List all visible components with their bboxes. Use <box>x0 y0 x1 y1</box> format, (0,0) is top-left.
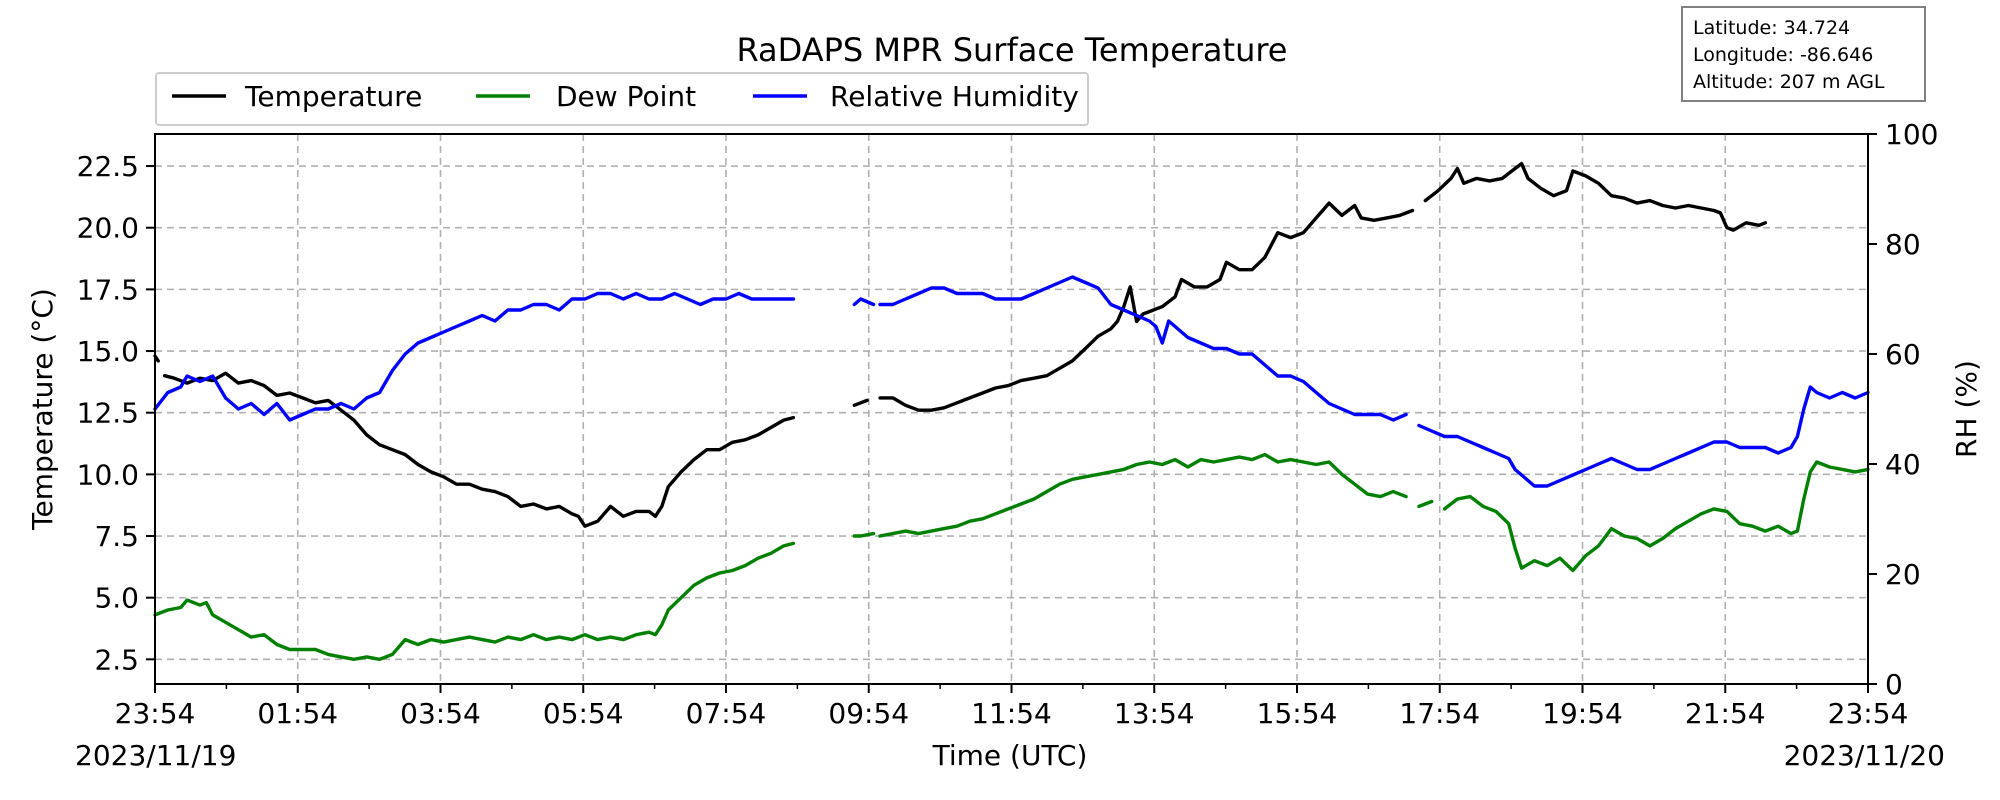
series-line-temperature <box>1423 161 1767 232</box>
y2-tick-label: 40 <box>1885 448 1921 481</box>
legend-label-dew-point: Dew Point <box>556 80 696 113</box>
legend-label-temperature: Temperature <box>244 80 422 113</box>
y2-tick-label: 0 <box>1885 668 1903 701</box>
series-line-relative-humidity <box>878 275 1408 422</box>
x-tick-label: 17:54 <box>1399 697 1480 730</box>
y-tick-label: 17.5 <box>77 273 139 306</box>
series-line-temperature <box>878 201 1415 412</box>
y2-tick-label: 80 <box>1885 228 1921 261</box>
x-tick-label: 21:54 <box>1685 697 1766 730</box>
x-tick-label: 15:54 <box>1257 697 1338 730</box>
latitude-text: Latitude: 34.724 <box>1693 17 1851 39</box>
chart-title: RaDAPS MPR Surface Temperature <box>737 31 1288 69</box>
x-tick-label: 03:54 <box>400 697 481 730</box>
x-tick-label: 05:54 <box>543 697 624 730</box>
y-tick-label: 15.0 <box>77 335 139 368</box>
y2-axis-label: RH (%) <box>1950 360 1983 458</box>
x-tick-label: 23:54 <box>115 697 196 730</box>
series-line-dew-point <box>1417 499 1434 509</box>
axes: 23:54 01:54 03:54 05:54 07:54 09:54 11:54 13:54… <box>77 118 1939 730</box>
x-tick-label: 23:54 <box>1828 697 1909 730</box>
date-end-label: 2023/11/20 <box>1784 739 1945 772</box>
x-tick-label: 11:54 <box>971 697 1052 730</box>
x-tick-label: 09:54 <box>828 697 909 730</box>
legend: Temperature Dew Point Relative Humidity <box>155 72 1089 126</box>
longitude-text: Longitude: -86.646 <box>1693 44 1874 66</box>
x-tick-label: 07:54 <box>686 697 767 730</box>
plot-frame <box>154 133 1869 685</box>
y2-tick-label: 60 <box>1885 338 1921 371</box>
series-line-relative-humidity <box>852 297 876 307</box>
series-line-dew-point <box>1442 460 1870 573</box>
y2-tick-label: 100 <box>1885 118 1938 151</box>
series-line-relative-humidity <box>153 291 796 422</box>
series-line-dew-point <box>852 531 876 538</box>
location-info-box: Latitude: 34.724 Longitude: -86.646 Alti… <box>1681 6 1926 102</box>
series-line-relative-humidity <box>1417 385 1870 488</box>
series-line-temperature <box>852 398 869 407</box>
y-tick-label: 12.5 <box>77 397 139 430</box>
y-tick-label: 5.0 <box>94 582 139 615</box>
y2-tick-label: 20 <box>1885 558 1921 591</box>
series-line-dew-point <box>153 541 796 661</box>
y-tick-label: 7.5 <box>94 520 139 553</box>
x-tick-label: 01:54 <box>257 697 338 730</box>
altitude-text: Altitude: 207 m AGL <box>1693 71 1885 93</box>
series-lines <box>153 161 1870 661</box>
series-line-temperature <box>162 371 796 528</box>
x-tick-label: 19:54 <box>1542 697 1623 730</box>
y-axis-label: Temperature (°C) <box>26 288 59 531</box>
date-start-label: 2023/11/19 <box>75 739 236 772</box>
x-tick-label: 13:54 <box>1114 697 1195 730</box>
grid-lines <box>155 134 1868 684</box>
legend-label-relative-humidity: Relative Humidity <box>830 80 1079 113</box>
y-tick-label: 10.0 <box>77 458 139 491</box>
series-line-dew-point <box>878 452 1408 538</box>
x-axis-label: Time (UTC) <box>932 739 1088 772</box>
y-tick-label: 22.5 <box>77 150 139 183</box>
legend-box <box>155 72 1089 126</box>
y-tick-label: 20.0 <box>77 212 139 245</box>
y-tick-label: 2.5 <box>94 643 139 676</box>
